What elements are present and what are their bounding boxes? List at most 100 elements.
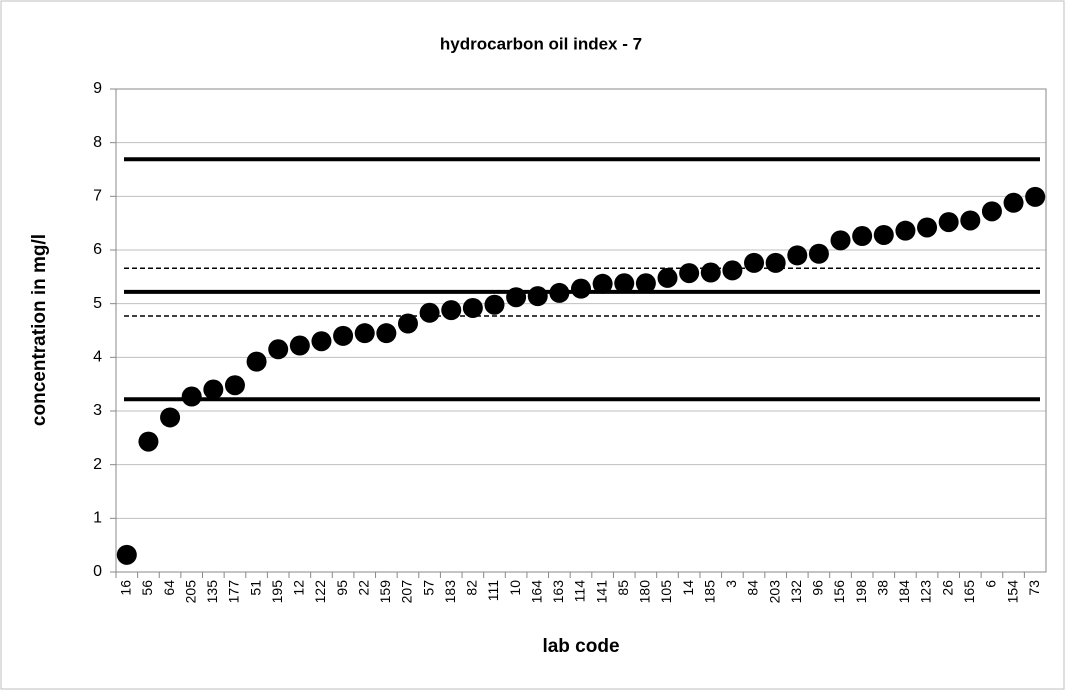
data-point [1025,186,1046,207]
chart-title: hydrocarbon oil index - 7 [440,34,642,53]
x-tick-label: 132 [788,580,804,604]
x-tick-label: 84 [745,580,761,596]
y-tick-label: 7 [93,188,102,205]
data-point [246,351,267,372]
x-tick-label: 12 [291,580,307,596]
x-tick-label: 183 [442,580,458,604]
x-tick-label: 114 [572,580,588,603]
data-point [765,252,786,273]
data-point [722,260,743,281]
x-tick-label: 135 [204,580,220,604]
data-point [138,431,159,452]
x-tick-label: 177 [226,580,242,604]
x-tick-label: 3 [723,580,739,588]
x-tick-label: 82 [464,580,480,596]
data-point [981,201,1002,222]
data-point [506,287,527,308]
x-tick-label: 184 [896,580,912,604]
data-point [376,323,397,344]
x-tick-label: 123 [918,580,934,604]
data-point [873,224,894,245]
data-point [160,407,181,428]
x-tick-label: 156 [831,580,847,604]
data-point [419,302,440,323]
y-tick-label: 1 [93,510,102,527]
data-point [289,335,310,356]
x-tick-label: 16 [118,580,134,596]
x-tick-label: 159 [377,580,393,604]
data-point [787,245,808,266]
x-tick-label: 22 [355,580,371,596]
y-tick-label: 3 [93,402,102,419]
data-point [830,230,851,251]
data-point [808,243,829,264]
x-tick-label: 26 [939,580,955,596]
x-tick-label: 95 [334,580,350,596]
x-tick-label: 164 [528,580,544,604]
data-point [268,339,289,360]
y-tick-label: 6 [93,241,102,258]
data-point [311,331,332,352]
x-tick-label: 111 [485,580,501,601]
data-point [397,313,418,334]
x-axis-label: lab code [542,636,619,657]
x-tick-label: 73 [1026,580,1042,596]
x-tick-label: 180 [637,580,653,604]
data-point [960,210,981,231]
data-point [679,263,700,284]
x-tick-label: 203 [766,580,782,604]
data-point [224,375,245,396]
data-point [744,252,765,273]
x-tick-label: 122 [312,580,328,604]
y-tick-label: 5 [93,295,102,312]
x-tick-label: 105 [658,580,674,604]
data-point [917,217,938,238]
x-tick-label: 10 [507,580,523,596]
x-tick-label: 85 [615,580,631,596]
x-tick-label: 141 [593,580,609,604]
data-point [571,278,591,299]
x-tick-label: 38 [874,580,890,596]
y-axis-label: concentration in mg/l [29,234,50,426]
data-point [614,273,635,294]
data-point [592,273,613,294]
data-point [527,286,548,307]
data-point [1003,192,1024,213]
y-tick-label: 4 [93,349,102,366]
data-point [484,294,505,315]
data-point [441,300,462,321]
data-point [938,212,959,233]
x-tick-label: 57 [420,580,436,596]
x-tick-label: 185 [701,580,717,604]
x-tick-label: 163 [550,580,566,604]
data-point [462,297,483,318]
data-point [354,323,375,344]
data-point [852,226,873,247]
data-point [549,282,570,303]
y-tick-label: 2 [93,456,102,473]
x-tick-label: 198 [853,580,869,604]
x-tick-label: 207 [399,580,415,604]
x-tick-label: 56 [139,580,155,596]
data-point [700,262,721,283]
data-point [181,386,202,407]
x-tick-label: 14 [680,580,696,596]
y-tick-label: 9 [93,80,102,97]
data-point [203,379,224,400]
x-tick-label: 96 [810,580,826,596]
x-tick-label: 6 [983,580,999,588]
x-tick-label: 51 [247,580,263,596]
x-tick-label: 205 [182,580,198,604]
y-tick-label: 8 [93,134,102,151]
data-point [116,544,137,565]
data-point [635,273,656,294]
y-tick-label: 0 [93,563,102,580]
x-tick-label: 64 [161,580,177,596]
data-point [333,325,354,346]
data-point [895,220,916,241]
plot-area [115,88,1047,573]
x-tick-label: 195 [269,580,285,604]
x-tick-label: 165 [961,580,977,604]
